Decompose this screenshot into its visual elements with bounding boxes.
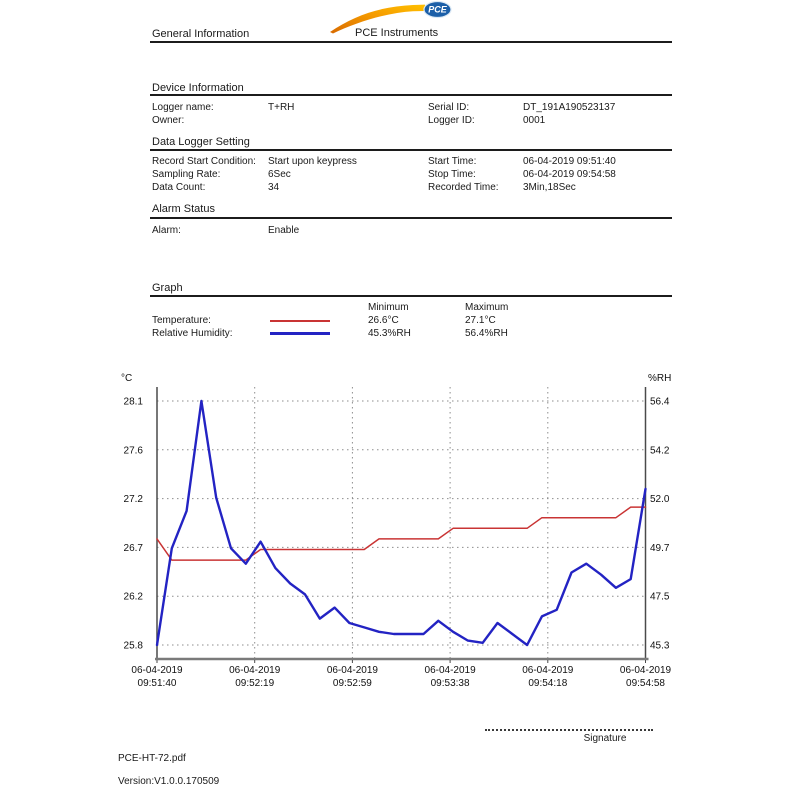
footer-filename: PCE-HT-72.pdf [118, 753, 186, 764]
sampling-rate-value: 6Sec [268, 169, 291, 180]
device-info-rule [150, 94, 672, 96]
header-section-title: General Information [152, 28, 250, 40]
svg-text:09:54:58: 09:54:58 [626, 678, 665, 689]
stop-time-label: Stop Time: [428, 169, 476, 180]
record-start-value: Start upon keypress [268, 156, 357, 167]
logger-setting-title: Data Logger Setting [152, 136, 250, 148]
signature-line [485, 729, 653, 731]
svg-text:27.6: 27.6 [124, 445, 144, 456]
logo-oval [423, 0, 452, 19]
start-time-value: 06-04-2019 09:51:40 [523, 156, 616, 167]
alarm-value: Enable [268, 225, 300, 236]
logger-id-value: 0001 [523, 115, 546, 126]
stop-time-value: 06-04-2019 09:54:58 [523, 169, 616, 180]
recorded-time-label: Recorded Time: [428, 182, 499, 193]
svg-text:09:51:40: 09:51:40 [138, 678, 177, 689]
graph-rule [150, 295, 672, 297]
logo-swoosh-icon [330, 4, 425, 34]
sampling-rate-label: Sampling Rate: [152, 169, 221, 180]
signature-label: Signature [583, 733, 627, 744]
logger-id-label: Logger ID: [428, 115, 475, 126]
svg-text:°C: °C [121, 373, 132, 384]
svg-text:09:54:18: 09:54:18 [528, 678, 567, 689]
logger-setting-rule [150, 149, 672, 151]
serial-id-label: Serial ID: [428, 102, 470, 113]
record-start-label: Record Start Condition: [152, 156, 256, 167]
start-time-label: Start Time: [428, 156, 477, 167]
temperature-min-value: 26.6°C [368, 315, 399, 326]
svg-text:06-04-2019: 06-04-2019 [620, 665, 672, 676]
footer-version: Version:V1.0.0.170509 [118, 776, 220, 787]
svg-text:49.7: 49.7 [650, 543, 670, 554]
humidity-max-value: 56.4%RH [465, 328, 508, 339]
svg-text:26.2: 26.2 [124, 592, 144, 603]
legend-maximum-header: Maximum [465, 302, 509, 313]
svg-text:28.1: 28.1 [124, 397, 144, 408]
svg-text:25.8: 25.8 [124, 641, 144, 652]
svg-text:26.7: 26.7 [124, 543, 144, 554]
temperature-max-value: 27.1°C [465, 315, 496, 326]
alarm-status-title: Alarm Status [152, 203, 215, 215]
logger-name-value: T+RH [268, 102, 295, 113]
svg-text:56.4: 56.4 [650, 397, 670, 408]
pce-logo-icon: PCE [330, 0, 452, 34]
temperature-humidity-chart: 28.1 56.4 27.6 54.2 27.2 52.0 26.7 49.7 26.2 47.5… [121, 373, 672, 689]
svg-text:06-04-2019: 06-04-2019 [229, 665, 281, 676]
logger-name-label: Logger name: [152, 102, 214, 113]
logo-text: PCE [428, 5, 448, 15]
pce-logo: PCE [323, 0, 453, 40]
svg-text:52.0: 52.0 [650, 494, 670, 505]
graph-title: Graph [152, 282, 183, 294]
svg-text:45.3: 45.3 [650, 641, 670, 652]
svg-text:47.5: 47.5 [650, 592, 670, 603]
svg-text:06-04-2019: 06-04-2019 [425, 665, 477, 676]
data-count-value: 34 [268, 182, 280, 193]
owner-label: Owner: [152, 115, 185, 126]
legend-humidity-label: Relative Humidity: [152, 328, 233, 339]
svg-text:06-04-2019: 06-04-2019 [327, 665, 379, 676]
alarm-label: Alarm: [152, 225, 181, 236]
legend-minimum-header: Minimum [368, 302, 409, 313]
legend-temperature-label: Temperature: [152, 315, 211, 326]
device-info-title: Device Information [152, 82, 244, 94]
data-count-label: Data Count: [152, 182, 206, 193]
svg-text:06-04-2019: 06-04-2019 [131, 665, 183, 676]
svg-text:09:53:38: 09:53:38 [431, 678, 470, 689]
humidity-legend-line [270, 332, 330, 335]
header-rule [150, 41, 672, 43]
temperature-legend-line [270, 320, 330, 322]
svg-text:09:52:19: 09:52:19 [235, 678, 274, 689]
svg-text:09:52:59: 09:52:59 [333, 678, 372, 689]
svg-text:27.2: 27.2 [124, 494, 144, 505]
recorded-time-value: 3Min,18Sec [523, 182, 576, 193]
svg-text:54.2: 54.2 [650, 445, 670, 456]
alarm-status-rule [150, 217, 672, 219]
serial-id-value: DT_191A190523137 [523, 102, 616, 113]
humidity-min-value: 45.3%RH [368, 328, 411, 339]
brand-name: PCE Instruments [355, 27, 439, 39]
svg-text:06-04-2019: 06-04-2019 [522, 665, 574, 676]
svg-text:%RH: %RH [648, 373, 671, 384]
